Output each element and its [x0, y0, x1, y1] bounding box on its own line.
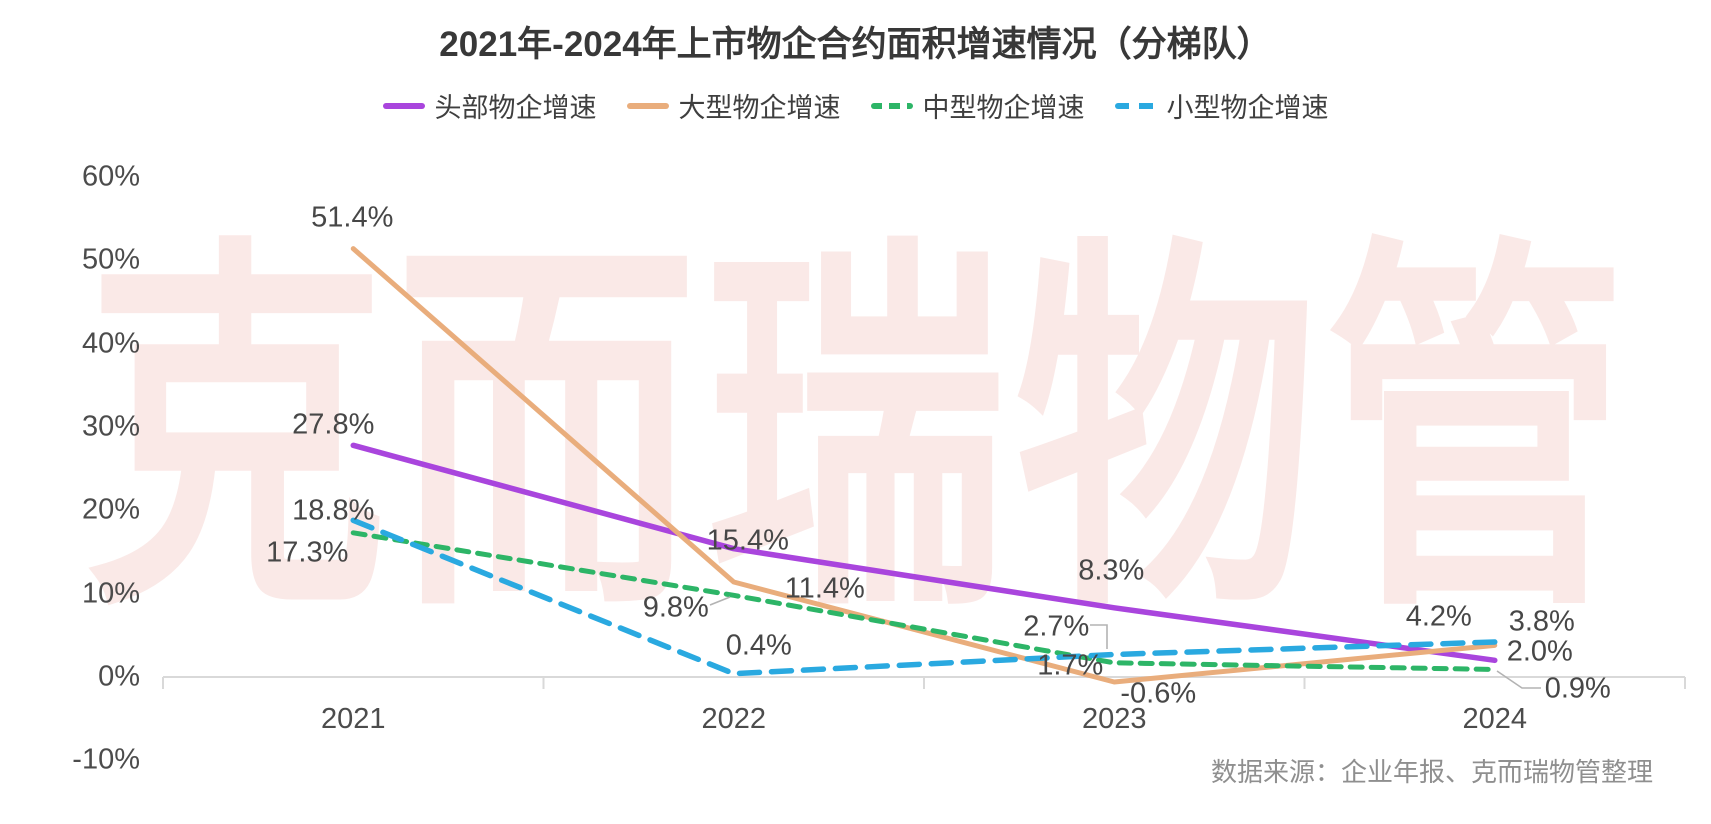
mid-series-line	[350, 530, 1498, 672]
legend-label: 大型物企增速	[678, 93, 841, 123]
y-axis-label: 50%	[81, 243, 140, 276]
large-line-marker	[626, 102, 669, 109]
legend-item-head: 头部物企增速	[382, 86, 597, 125]
small-data-label: 0.4%	[725, 629, 792, 662]
legend-item-large: 大型物企增速	[626, 86, 841, 125]
y-axis-label: 60%	[81, 160, 140, 193]
head-data-label: 2.0%	[1506, 635, 1573, 668]
large-data-label: -0.6%	[1120, 677, 1197, 710]
mid-data-label: 0.9%	[1544, 672, 1611, 704]
head-data-label: 15.4%	[706, 524, 789, 557]
legend-label: 小型物企增速	[1166, 93, 1329, 123]
x-axis-label: 2022	[701, 703, 767, 735]
x-axis-label: 2021	[320, 703, 386, 735]
small-data-label: 4.2%	[1405, 600, 1472, 633]
legend-label: 头部物企增速	[434, 93, 597, 123]
small-line-marker	[1114, 102, 1157, 109]
mid-data-label: 1.7%	[1037, 649, 1104, 682]
head-series-line	[350, 442, 1498, 664]
large-series-line	[350, 246, 1498, 685]
label-leader-line	[1496, 670, 1541, 689]
large-data-label: 3.8%	[1508, 605, 1575, 638]
x-axis-label: 2023	[1081, 703, 1147, 735]
y-axis-label: 30%	[81, 410, 140, 443]
legend: 头部物企增速 大型物企增速 中型物企增速 小型物企增速	[0, 86, 1711, 125]
head-line-marker	[382, 102, 425, 109]
label-leader-line	[709, 596, 731, 606]
y-axis-label: -10%	[72, 743, 140, 776]
mid-data-label: 17.3%	[266, 536, 349, 569]
y-axis-label: 40%	[81, 327, 140, 360]
mid-data-label: 9.8%	[642, 591, 709, 624]
y-axis-label: 20%	[81, 493, 140, 526]
legend-label: 中型物企增速	[922, 93, 1085, 123]
head-data-label: 8.3%	[1078, 554, 1145, 587]
large-data-label: 51.4%	[311, 201, 394, 234]
mid-line-marker	[870, 102, 913, 109]
label-leader-line	[1090, 624, 1108, 649]
legend-item-small: 小型物企增速	[1114, 86, 1329, 125]
small-data-label: 2.7%	[1023, 610, 1090, 642]
large-data-label: 11.4%	[784, 572, 865, 605]
head-data-label: 27.8%	[292, 408, 375, 441]
y-axis-label: 0%	[98, 660, 140, 693]
legend-item-mid: 中型物企增速	[870, 86, 1085, 125]
small-series-line	[350, 517, 1498, 677]
small-data-label: 18.8%	[292, 494, 375, 527]
y-axis-label: 10%	[81, 577, 140, 610]
chart-title: 2021年-2024年上市物企合约面积增速情况（分梯队）	[439, 25, 1272, 64]
x-axis-label: 2024	[1462, 703, 1528, 735]
source-note: 数据来源：企业年报、克而瑞物管整理	[1210, 757, 1653, 787]
